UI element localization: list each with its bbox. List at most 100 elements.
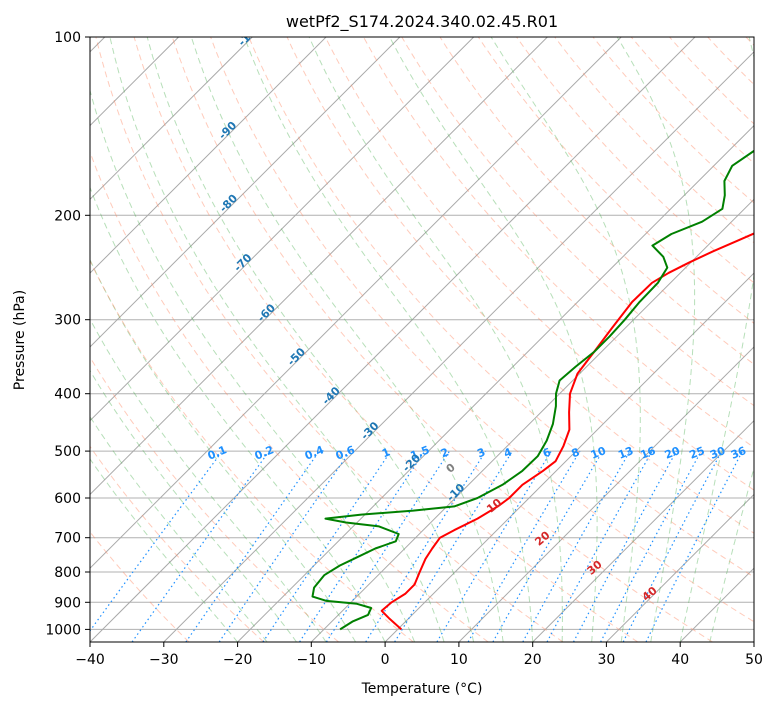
mixing-ratio-line (325, 450, 451, 642)
temperature-line (380, 232, 754, 631)
dry-adiabat-line (401, 37, 754, 407)
dry-adiabat-line (248, 37, 754, 578)
x-axis-label: Temperature (°C) (361, 681, 483, 697)
moist-adiabat-line (90, 186, 386, 642)
mixing-ratio-line (522, 450, 631, 642)
moist-adiabat-line (90, 415, 268, 642)
isotherm-line (458, 346, 754, 642)
isotherm-line (90, 37, 401, 348)
dry-adiabat-line (210, 37, 754, 623)
dry-adiabat-line (477, 37, 754, 324)
moist-adiabat-line (109, 37, 445, 642)
y-tick-label: 800 (54, 565, 81, 581)
isotherm-line (90, 37, 696, 642)
x-tick-label: 10 (450, 652, 468, 668)
y-axis-label: Pressure (hPa) (12, 290, 28, 390)
isotherm-line (90, 37, 327, 274)
y-tick-label: 200 (54, 208, 81, 224)
moist-adiabat-line (243, 37, 534, 642)
mixing-ratio-label: 8 (570, 445, 582, 460)
dewpoint-line (311, 149, 754, 631)
isotherm-line (237, 124, 754, 642)
mixing-ratio-line (131, 450, 270, 642)
mixing-ratio-line (436, 450, 552, 642)
mixing-ratio-line (572, 450, 677, 642)
isotherm-line (532, 419, 754, 642)
isotherm-line (606, 493, 754, 642)
mixing-ratio-label: 25 (688, 444, 707, 462)
dry-adiabat-line (363, 37, 754, 449)
moist-adiabat-line (490, 37, 641, 642)
y-tick-label: 500 (54, 444, 81, 460)
y-axis-ticks: 100 200 300 400 500 600 700 800 900 1000 (45, 30, 90, 638)
isotherm-line (90, 37, 548, 496)
x-tick-label: 0 (381, 652, 390, 668)
mixing-ratio-label: 16 (638, 444, 657, 462)
pressure-gridlines (90, 37, 754, 630)
mixing-ratio-label: 36 (729, 444, 748, 462)
mixing-ratio-line (90, 450, 223, 632)
moist-adiabat-line (308, 37, 563, 642)
isotherm-line (163, 51, 754, 642)
x-axis-ticks: −40 −30 −20 −10 0 10 20 30 40 50 (75, 642, 763, 668)
isotherm-line (90, 37, 622, 569)
mixing-ratio-label: 20 (663, 444, 682, 462)
mixing-ratio-label: 13 (616, 444, 635, 462)
dry-adiabat-line (90, 445, 265, 642)
isotherm-gridlines (90, 37, 754, 642)
isotherm-line (90, 37, 475, 422)
x-tick-label: −30 (149, 652, 179, 668)
moist-adiabat-line (709, 465, 754, 642)
dry-adiabat-line (95, 37, 564, 642)
y-tick-label: 700 (54, 531, 81, 547)
sounding-series (311, 149, 754, 631)
moist-adiabats (90, 37, 754, 642)
mixing-ratio-label: 1 (380, 445, 392, 460)
isotherm-line (384, 272, 754, 642)
y-tick-label: 400 (54, 387, 81, 403)
dry-adiabat-label: -100 (235, 20, 264, 49)
mixing-ratio-lines (90, 450, 744, 642)
y-tick-label: 300 (54, 313, 81, 329)
moist-adiabat-line (679, 37, 754, 642)
moist-adiabat-line (90, 88, 416, 642)
y-tick-label: 1000 (45, 622, 81, 638)
mixing-ratio-label: 10 (589, 444, 608, 462)
x-tick-label: 50 (745, 652, 763, 668)
mixing-ratio-line (546, 450, 653, 642)
x-tick-label: 40 (671, 652, 689, 668)
moist-adiabat-line (90, 369, 297, 642)
x-tick-label: −10 (297, 652, 327, 668)
isotherm-line (90, 37, 253, 201)
moist-adiabat-line (616, 37, 696, 642)
isotherm-line (310, 198, 754, 642)
mixing-ratio-line (365, 450, 487, 642)
moist-adiabat-line (90, 258, 357, 642)
dry-adiabat-line (90, 259, 414, 642)
chart-title: wetPf2_S174.2024.340.02.45.R01 (286, 12, 558, 32)
mixing-ratio-line (185, 450, 320, 642)
moist-adiabat-line (90, 458, 238, 642)
x-tick-label: −40 (75, 652, 105, 668)
dry-adiabat-line (630, 37, 754, 164)
moist-adiabat-line (190, 37, 504, 642)
x-tick-label: 30 (597, 652, 615, 668)
mixing-ratio-label: 30 (708, 444, 727, 462)
moist-adiabat-line (90, 318, 327, 642)
mixing-ratio-label: 3 (475, 445, 487, 460)
y-tick-label: 900 (54, 595, 81, 611)
plot-frame (89, 36, 755, 643)
dry-adiabat-line (324, 37, 754, 491)
y-tick-label: 600 (54, 491, 81, 507)
dry-adiabat-line (516, 37, 754, 284)
mixing-ratio-line (394, 450, 513, 642)
dry-adiabats (90, 37, 754, 642)
dry-adiabat-line (133, 37, 639, 642)
x-tick-label: 20 (524, 652, 542, 668)
mixing-ratio-line (492, 450, 604, 642)
mixing-ratio-line (467, 450, 581, 642)
moist-adiabat-line (389, 37, 598, 642)
mixing-ratio-line (299, 450, 426, 642)
mixing-ratio-label: 2 (439, 445, 451, 460)
y-tick-label: 100 (54, 30, 81, 46)
